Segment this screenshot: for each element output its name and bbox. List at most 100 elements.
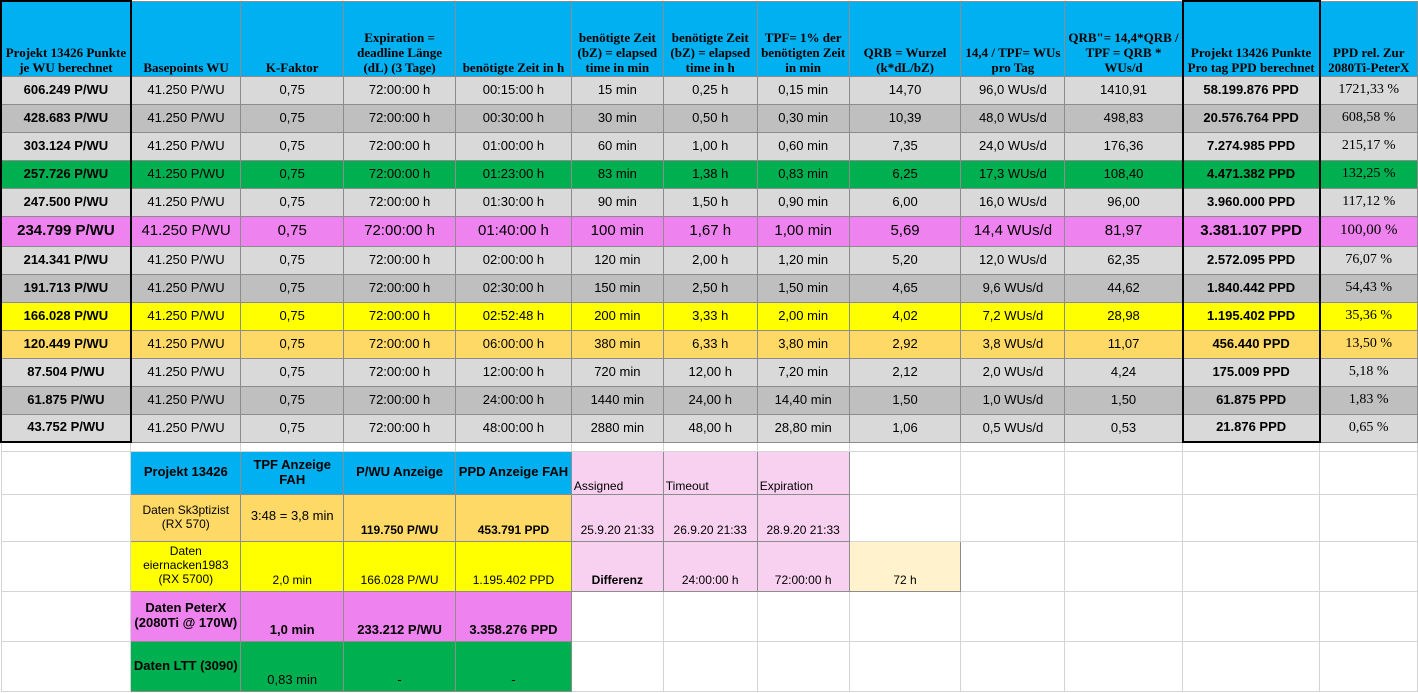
cell: 5,69 bbox=[848, 215, 962, 247]
cell: 175.009 PPD bbox=[1181, 357, 1321, 387]
cell: 24,00 h bbox=[662, 385, 758, 415]
cell: Daten PeterX (2080Ti @ 170W) bbox=[130, 590, 242, 642]
cell: 100 min bbox=[570, 215, 664, 247]
cell bbox=[960, 640, 1066, 692]
cell: 3:48 = 3,8 min bbox=[240, 493, 345, 542]
cell bbox=[0, 640, 132, 692]
row: 166.028 P/WU 41.250 P/WU 0,75 72:00:00 h 02:… bbox=[0, 301, 1418, 331]
row: Daten LTT (3090) 0,83 min - - bbox=[0, 640, 1418, 692]
cell: 0,75 bbox=[240, 301, 345, 331]
cell bbox=[1182, 640, 1321, 692]
cell: 0,83 min bbox=[756, 159, 850, 189]
cell: 28.9.20 21:33 bbox=[756, 493, 850, 542]
header-cell: K-Faktor bbox=[240, 0, 345, 77]
cell bbox=[1064, 441, 1184, 452]
cell: 13,50 % bbox=[1319, 329, 1418, 359]
cell: 48:00:00 h bbox=[455, 413, 572, 443]
cell: 166.028 P/WU bbox=[0, 301, 132, 331]
cell: 1,00 min bbox=[756, 215, 850, 247]
cell bbox=[0, 450, 132, 495]
row bbox=[0, 441, 1418, 452]
row: 257.726 P/WU 41.250 P/WU 0,75 72:00:00 h 01:… bbox=[0, 159, 1418, 189]
cell bbox=[662, 590, 758, 642]
cell: 0,75 bbox=[240, 273, 345, 303]
cell: 72:00:00 h bbox=[756, 540, 850, 592]
cell: 0,75 bbox=[240, 103, 345, 133]
cell: 2,50 h bbox=[662, 273, 758, 303]
cell: 0,75 bbox=[240, 329, 345, 359]
cell bbox=[130, 441, 242, 452]
cell: 48,0 WUs/d bbox=[960, 103, 1066, 133]
cell: 720 min bbox=[570, 357, 664, 387]
cell: 15 min bbox=[570, 75, 664, 105]
cell: 72:00:00 h bbox=[343, 75, 457, 105]
cell: 76,07 % bbox=[1319, 245, 1418, 275]
cell: 61.875 PPD bbox=[1181, 385, 1321, 415]
cell: 48,00 h bbox=[662, 413, 758, 443]
cell: 1,00 h bbox=[662, 131, 758, 161]
cell: 02:00:00 h bbox=[455, 245, 572, 275]
cell: 247.500 P/WU bbox=[0, 187, 132, 217]
cell bbox=[1064, 493, 1184, 542]
cell bbox=[756, 441, 850, 452]
cell bbox=[570, 590, 664, 642]
cell: 26.9.20 21:33 bbox=[662, 493, 758, 542]
cell: 1,38 h bbox=[662, 159, 758, 189]
cell: 60 min bbox=[570, 131, 664, 161]
cell: 28,98 bbox=[1064, 301, 1184, 331]
cell: 3.381.107 PPD bbox=[1181, 215, 1321, 247]
cell: 00:30:00 h bbox=[455, 103, 572, 133]
row: 191.713 P/WU 41.250 P/WU 0,75 72:00:00 h 02:… bbox=[0, 273, 1418, 303]
cell bbox=[1319, 590, 1418, 642]
cell: 72 h bbox=[848, 540, 962, 592]
row: Daten eiernacken1983 (RX 5700) 2,0 min 166… bbox=[0, 540, 1418, 592]
cell: 0,75 bbox=[240, 187, 345, 217]
cell: 41.250 P/WU bbox=[130, 273, 242, 303]
cell: 0,65 % bbox=[1319, 413, 1418, 443]
cell: 72:00:00 h bbox=[343, 159, 457, 189]
cell: 0,15 min bbox=[756, 75, 850, 105]
cell: Projekt 13426 bbox=[130, 450, 242, 495]
row: 61.875 P/WU 41.250 P/WU 0,75 72:00:00 h 24:0… bbox=[0, 385, 1418, 415]
cell bbox=[570, 640, 664, 692]
cell: Daten eiernacken1983 (RX 5700) bbox=[130, 540, 242, 592]
cell: 150 min bbox=[570, 273, 664, 303]
cell: 72:00:00 h bbox=[343, 273, 457, 303]
cell: - bbox=[343, 640, 457, 692]
cell: 1.195.402 PPD bbox=[1181, 301, 1321, 331]
cell: 0,75 bbox=[240, 215, 345, 247]
cell: 87.504 P/WU bbox=[0, 357, 132, 387]
cell: 0,75 bbox=[240, 385, 345, 415]
cell: 5,18 % bbox=[1319, 357, 1418, 387]
cell bbox=[1064, 590, 1184, 642]
row: 428.683 P/WU 41.250 P/WU 0,75 72:00:00 h 00:… bbox=[0, 103, 1418, 133]
cell: 0,30 min bbox=[756, 103, 850, 133]
cell: 16,0 WUs/d bbox=[960, 187, 1066, 217]
cell: 3,33 h bbox=[662, 301, 758, 331]
cell: 01:00:00 h bbox=[455, 131, 572, 161]
cell: Daten LTT (3090) bbox=[130, 640, 242, 692]
cell: 1,0 WUs/d bbox=[960, 385, 1066, 415]
cell: 5,20 bbox=[848, 245, 962, 275]
cell: 1,50 h bbox=[662, 187, 758, 217]
cell bbox=[960, 450, 1066, 495]
row: Daten Sk3ptizist (RX 570) 3:48 = 3,8 min 1… bbox=[0, 493, 1418, 542]
cell: 2,00 h bbox=[662, 245, 758, 275]
cell: 1.840.442 PPD bbox=[1181, 273, 1321, 303]
cell bbox=[1319, 640, 1418, 692]
cell: 90 min bbox=[570, 187, 664, 217]
cell: 498,83 bbox=[1064, 103, 1184, 133]
header-cell: 14,4 / TPF= WUs pro Tag bbox=[960, 0, 1066, 77]
cell: Expiration bbox=[756, 450, 850, 495]
cell: 0,75 bbox=[240, 131, 345, 161]
cell bbox=[1319, 540, 1418, 592]
cell: 58.199.876 PPD bbox=[1181, 75, 1321, 105]
cell: 96,00 bbox=[1064, 187, 1184, 217]
cell: 35,36 % bbox=[1319, 301, 1418, 331]
cell: Timeout bbox=[662, 450, 758, 495]
cell: 0,50 h bbox=[662, 103, 758, 133]
cell: 06:00:00 h bbox=[455, 329, 572, 359]
cell: 20.576.764 PPD bbox=[1181, 103, 1321, 133]
cell bbox=[240, 441, 345, 452]
cell bbox=[1064, 450, 1184, 495]
